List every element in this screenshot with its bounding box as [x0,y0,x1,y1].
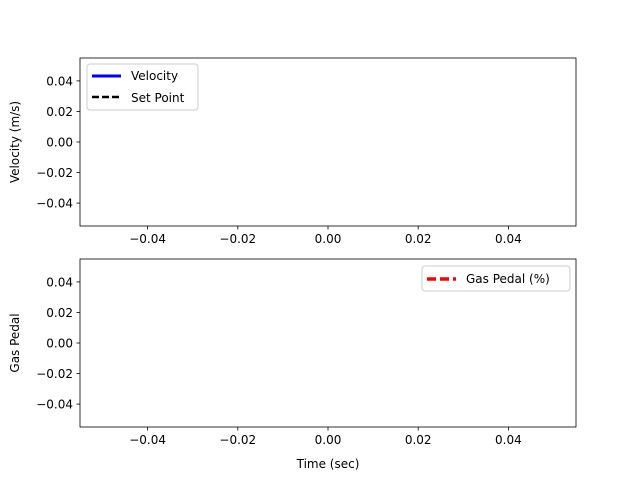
velocity-x-tick-label: −0.04 [129,232,166,246]
velocity-y-ticks: −0.04 −0.02 0.00 0.02 0.04 [36,74,80,211]
gas-pedal-y-tick-label: −0.04 [36,398,73,412]
legend-label-set-point: Set Point [131,91,185,105]
velocity-y-tick-label: 0.00 [46,136,73,150]
velocity-y-axis-label: Velocity (m/s) [8,101,22,183]
velocity-y-tick-label: 0.02 [46,105,73,119]
gas-pedal-x-tick-label: 0.00 [315,433,342,447]
gas-pedal-x-ticks: −0.04 −0.02 0.00 0.02 0.04 [129,427,522,447]
velocity-x-tick-label: 0.02 [405,232,432,246]
velocity-y-tick-label: −0.02 [36,166,73,180]
velocity-x-tick-label: 0.00 [315,232,342,246]
gas-pedal-y-tick-label: −0.02 [36,367,73,381]
legend-label-gas-pedal: Gas Pedal (%) [466,272,550,286]
gas-pedal-y-tick-label: 0.02 [46,306,73,320]
gas-pedal-legend: Gas Pedal (%) [421,265,571,292]
legend-label-velocity: Velocity [131,69,178,83]
gas-pedal-x-tick-label: 0.04 [495,433,522,447]
gas-pedal-y-tick-label: 0.04 [46,275,73,289]
gas-pedal-x-tick-label: 0.02 [405,433,432,447]
gas-pedal-x-tick-label: −0.02 [219,433,256,447]
velocity-legend: Velocity Set Point [86,63,199,111]
velocity-y-tick-label: 0.04 [46,74,73,88]
gas-pedal-y-ticks: −0.04 −0.02 0.00 0.02 0.04 [36,275,80,412]
velocity-subplot: −0.04 −0.02 0.00 0.02 0.04 −0.04 −0.02 0.00 0.0… [8,57,577,246]
gas-pedal-subplot: −0.04 −0.02 0.00 0.02 0.04 −0.04 −0.02 0.00 0.0… [8,258,577,471]
velocity-x-ticks: −0.04 −0.02 0.00 0.02 0.04 [129,226,522,246]
x-axis-label: Time (sec) [296,457,360,471]
velocity-y-tick-label: −0.04 [36,197,73,211]
gas-pedal-y-tick-label: 0.00 [46,337,73,351]
velocity-x-tick-label: −0.02 [219,232,256,246]
gas-pedal-y-axis-label: Gas Pedal [8,313,22,372]
gas-pedal-legend-frame [421,265,571,292]
gas-pedal-x-tick-label: −0.04 [129,433,166,447]
velocity-x-tick-label: 0.04 [495,232,522,246]
